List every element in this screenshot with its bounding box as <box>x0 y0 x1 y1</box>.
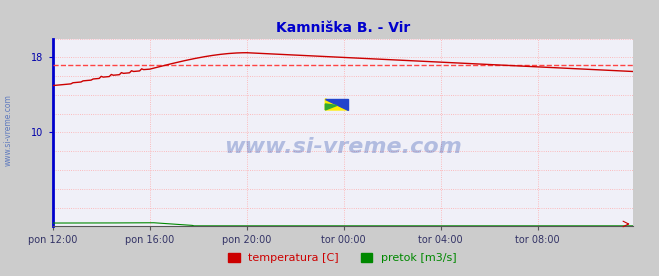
Title: Kamniška B. - Vir: Kamniška B. - Vir <box>275 21 410 35</box>
Polygon shape <box>326 99 349 110</box>
Polygon shape <box>326 104 337 110</box>
Polygon shape <box>326 99 349 110</box>
Legend: temperatura [C], pretok [m3/s]: temperatura [C], pretok [m3/s] <box>224 249 461 268</box>
Text: www.si-vreme.com: www.si-vreme.com <box>224 137 461 158</box>
Text: www.si-vreme.com: www.si-vreme.com <box>3 94 13 166</box>
